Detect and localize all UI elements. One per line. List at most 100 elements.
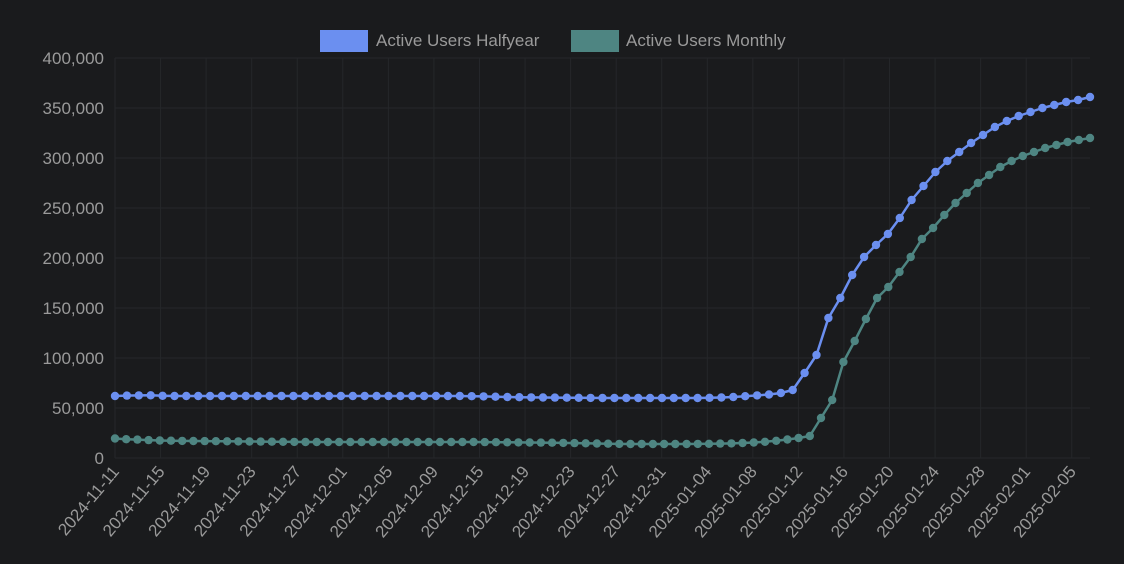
- data-point[interactable]: [527, 393, 536, 402]
- data-point[interactable]: [962, 188, 971, 198]
- data-point[interactable]: [850, 336, 859, 346]
- data-point[interactable]: [413, 437, 422, 447]
- data-point[interactable]: [693, 439, 702, 449]
- data-point[interactable]: [491, 392, 500, 401]
- data-point[interactable]: [515, 393, 524, 402]
- data-point[interactable]: [704, 439, 714, 448]
- data-point[interactable]: [435, 437, 445, 447]
- data-point[interactable]: [1052, 140, 1061, 150]
- data-point[interactable]: [455, 391, 464, 401]
- data-point[interactable]: [671, 439, 680, 449]
- data-point[interactable]: [741, 392, 750, 401]
- data-point[interactable]: [812, 350, 821, 360]
- data-point[interactable]: [1050, 100, 1059, 110]
- data-point[interactable]: [693, 393, 702, 403]
- data-point[interactable]: [334, 437, 344, 447]
- data-point[interactable]: [372, 391, 381, 401]
- data-point[interactable]: [491, 438, 501, 447]
- data-point[interactable]: [408, 391, 417, 401]
- data-point[interactable]: [669, 393, 678, 403]
- data-point[interactable]: [727, 439, 736, 448]
- data-point[interactable]: [217, 391, 227, 401]
- data-point[interactable]: [906, 252, 915, 262]
- data-point[interactable]: [525, 438, 534, 447]
- data-point[interactable]: [182, 391, 191, 401]
- data-point[interactable]: [547, 438, 557, 447]
- data-point[interactable]: [928, 223, 938, 233]
- data-point[interactable]: [267, 437, 277, 446]
- data-point[interactable]: [211, 437, 221, 446]
- data-point[interactable]: [729, 392, 738, 402]
- data-point[interactable]: [278, 437, 288, 446]
- data-point[interactable]: [323, 437, 333, 447]
- data-point[interactable]: [859, 252, 869, 262]
- data-point[interactable]: [1007, 156, 1016, 166]
- data-point[interactable]: [716, 439, 725, 448]
- data-point[interactable]: [943, 156, 952, 166]
- data-point[interactable]: [443, 391, 453, 401]
- data-point[interactable]: [229, 391, 239, 401]
- data-point[interactable]: [816, 413, 826, 423]
- data-point[interactable]: [253, 391, 262, 401]
- data-point[interactable]: [659, 439, 669, 449]
- data-point[interactable]: [871, 240, 881, 250]
- data-point[interactable]: [907, 195, 916, 205]
- data-point[interactable]: [610, 393, 619, 403]
- data-point[interactable]: [1085, 92, 1095, 102]
- data-point[interactable]: [189, 436, 198, 446]
- data-point[interactable]: [764, 390, 774, 399]
- data-point[interactable]: [788, 385, 797, 395]
- data-point[interactable]: [586, 393, 595, 403]
- data-point[interactable]: [110, 391, 120, 401]
- data-point[interactable]: [384, 391, 393, 401]
- data-point[interactable]: [973, 178, 983, 188]
- data-point[interactable]: [256, 437, 265, 446]
- data-point[interactable]: [917, 234, 927, 244]
- data-point[interactable]: [861, 314, 871, 324]
- data-point[interactable]: [955, 147, 964, 157]
- data-point[interactable]: [166, 436, 176, 445]
- data-point[interactable]: [1038, 103, 1047, 113]
- data-point[interactable]: [277, 391, 286, 401]
- data-point[interactable]: [978, 130, 988, 140]
- data-point[interactable]: [536, 438, 546, 447]
- data-point[interactable]: [805, 431, 814, 441]
- data-point[interactable]: [348, 391, 357, 401]
- data-point[interactable]: [682, 439, 691, 449]
- data-point[interactable]: [776, 388, 786, 398]
- data-point[interactable]: [1002, 116, 1011, 126]
- data-point[interactable]: [155, 436, 164, 445]
- data-point[interactable]: [194, 391, 203, 401]
- data-point[interactable]: [346, 437, 355, 447]
- data-point[interactable]: [772, 436, 781, 445]
- data-point[interactable]: [598, 393, 607, 403]
- data-point[interactable]: [1018, 151, 1027, 161]
- data-point[interactable]: [1026, 107, 1035, 117]
- data-point[interactable]: [469, 437, 478, 447]
- data-point[interactable]: [396, 391, 405, 401]
- data-point[interactable]: [289, 391, 298, 401]
- data-point[interactable]: [503, 438, 512, 447]
- data-point[interactable]: [479, 392, 488, 401]
- data-point[interactable]: [431, 391, 441, 401]
- data-point[interactable]: [990, 122, 1000, 132]
- data-point[interactable]: [379, 437, 389, 447]
- data-point[interactable]: [122, 435, 131, 444]
- data-point[interactable]: [800, 368, 809, 378]
- data-point[interactable]: [1074, 135, 1084, 145]
- data-point[interactable]: [951, 198, 960, 208]
- legend-item-halfyear[interactable]: Active Users Halfyear: [320, 30, 540, 52]
- data-point[interactable]: [839, 357, 848, 367]
- data-point[interactable]: [170, 391, 179, 401]
- data-point[interactable]: [836, 293, 845, 303]
- data-point[interactable]: [592, 439, 602, 448]
- data-point[interactable]: [357, 437, 366, 447]
- data-point[interactable]: [265, 391, 274, 401]
- data-point[interactable]: [637, 439, 646, 449]
- data-point[interactable]: [514, 438, 523, 447]
- data-point[interactable]: [158, 391, 167, 400]
- data-point[interactable]: [402, 437, 411, 447]
- data-point[interactable]: [738, 438, 747, 448]
- data-point[interactable]: [828, 395, 837, 405]
- data-point[interactable]: [1041, 143, 1050, 153]
